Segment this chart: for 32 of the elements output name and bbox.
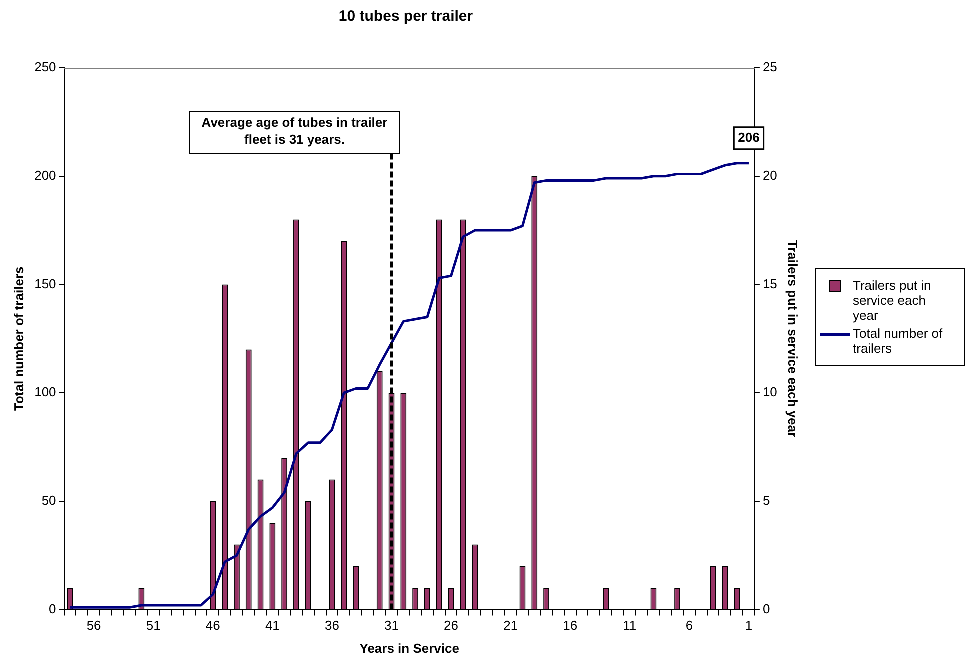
y2-tick-label: 25 — [762, 60, 778, 75]
y-tick-label: 200 — [34, 168, 56, 183]
legend-label: Total number of trailers — [853, 326, 944, 356]
legend-label: Trailers put in service each year — [853, 278, 932, 323]
y-tick-label: 100 — [34, 384, 56, 400]
ref-line-label: Average age of tubes in trailer fleet is 31 years. — [202, 115, 388, 148]
x-tick-label: 6 — [686, 618, 694, 634]
chart-title: 10 tubes per trailer — [338, 8, 474, 26]
x-tick-label: 26 — [444, 618, 459, 634]
y-tick-label: 0 — [49, 601, 56, 616]
y-tick-label: 150 — [34, 276, 56, 292]
x-axis-title: Years in Service — [360, 640, 460, 656]
data-label: 206 — [738, 130, 760, 145]
x-tick-label: 31 — [384, 618, 399, 634]
x-tick-label: 21 — [504, 618, 518, 634]
x-tick-label: 56 — [86, 618, 102, 634]
y2-tick-label: 15 — [762, 276, 778, 292]
y2-tick-label: 10 — [762, 384, 778, 400]
x-tick-label: 41 — [265, 618, 280, 634]
x-tick-label: 1 — [745, 618, 753, 634]
x-tick-label: 16 — [563, 618, 578, 634]
y2-tick-label: 20 — [762, 168, 778, 183]
y2-tick-label: 0 — [762, 601, 770, 616]
y-tick-label: 250 — [34, 60, 56, 75]
y2-axis-title: Trailers put in service each year — [786, 240, 801, 438]
y-tick-label: 50 — [42, 493, 56, 508]
y-axis-title: Total number of trailers — [11, 266, 26, 412]
x-tick-label: 11 — [623, 618, 637, 634]
x-tick-label: 46 — [206, 618, 220, 634]
y2-tick-label: 5 — [762, 493, 770, 508]
x-tick-label: 51 — [146, 618, 161, 634]
x-tick-label: 36 — [324, 618, 340, 634]
